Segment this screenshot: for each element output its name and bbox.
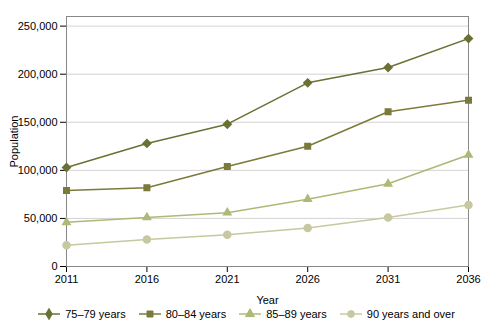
- html-text:90 years and over: 90 years and over: [366, 308, 455, 320]
- svg-text:2031: 2031: [376, 273, 400, 285]
- svg-text:100,000: 100,000: [18, 164, 58, 176]
- html-text:75–79 years: 75–79 years: [65, 308, 126, 320]
- svg-text:2016: 2016: [135, 273, 159, 285]
- svg-text:2021: 2021: [215, 273, 239, 285]
- svg-text:2011: 2011: [55, 273, 79, 285]
- svg-text:2036: 2036: [456, 273, 480, 285]
- html-text:80–84 years: 80–84 years: [165, 308, 227, 320]
- svg-text:50,000: 50,000: [24, 212, 58, 224]
- svg-text:200,000: 200,000: [18, 68, 58, 80]
- svg-text:Year: Year: [256, 294, 279, 306]
- svg-text:250,000: 250,000: [18, 20, 58, 32]
- svg-text:2026: 2026: [295, 273, 319, 285]
- svg-text:Population: Population: [8, 116, 20, 168]
- svg-text:0: 0: [51, 260, 57, 272]
- html-text:85–89 years: 85–89 years: [266, 308, 327, 320]
- svg-text:150,000: 150,000: [18, 116, 58, 128]
